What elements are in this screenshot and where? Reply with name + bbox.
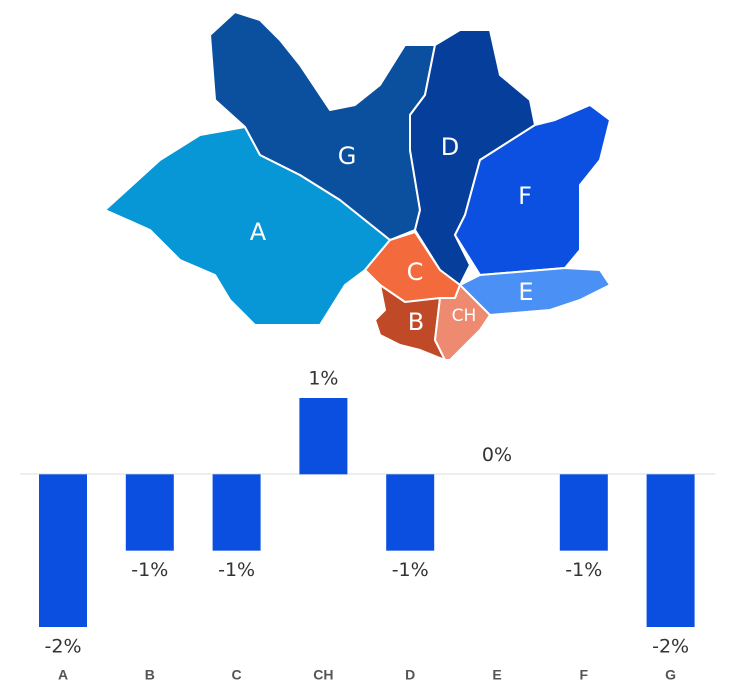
x-tick-label: F	[580, 667, 589, 683]
value-label: -2%	[45, 636, 82, 658]
x-tick-label: CH	[313, 667, 333, 683]
bar	[299, 398, 348, 475]
x-tick-label: D	[405, 667, 415, 683]
bar	[559, 474, 608, 551]
map-region	[454, 104, 611, 276]
bar	[39, 474, 87, 627]
value-label: 0%	[482, 444, 512, 466]
region-label: CH	[452, 306, 477, 326]
bar	[646, 474, 695, 627]
value-label: 1%	[308, 368, 338, 390]
region-label: C	[407, 258, 424, 286]
map: A G D F E C B CH	[104, 11, 611, 361]
value-label: -1%	[565, 559, 602, 581]
x-tick-label: A	[58, 667, 68, 683]
x-tick-label: C	[232, 667, 242, 683]
region-label: A	[250, 218, 267, 246]
region-label: E	[518, 278, 533, 306]
map-region	[434, 284, 491, 361]
bar	[212, 474, 261, 551]
region-label: F	[518, 182, 532, 210]
region-label: D	[441, 133, 459, 161]
value-label: -1%	[392, 559, 429, 581]
x-tick-label: B	[145, 667, 155, 683]
x-tick-label: G	[665, 667, 676, 683]
x-tick-label: E	[492, 667, 501, 683]
value-label: -1%	[131, 559, 168, 581]
region-label: B	[408, 308, 424, 336]
map-region	[374, 284, 446, 361]
value-label: -1%	[218, 559, 255, 581]
bar	[125, 474, 174, 551]
value-label: -2%	[652, 636, 689, 658]
region-label: G	[338, 142, 357, 170]
map-region	[409, 29, 536, 286]
bar	[386, 474, 435, 551]
